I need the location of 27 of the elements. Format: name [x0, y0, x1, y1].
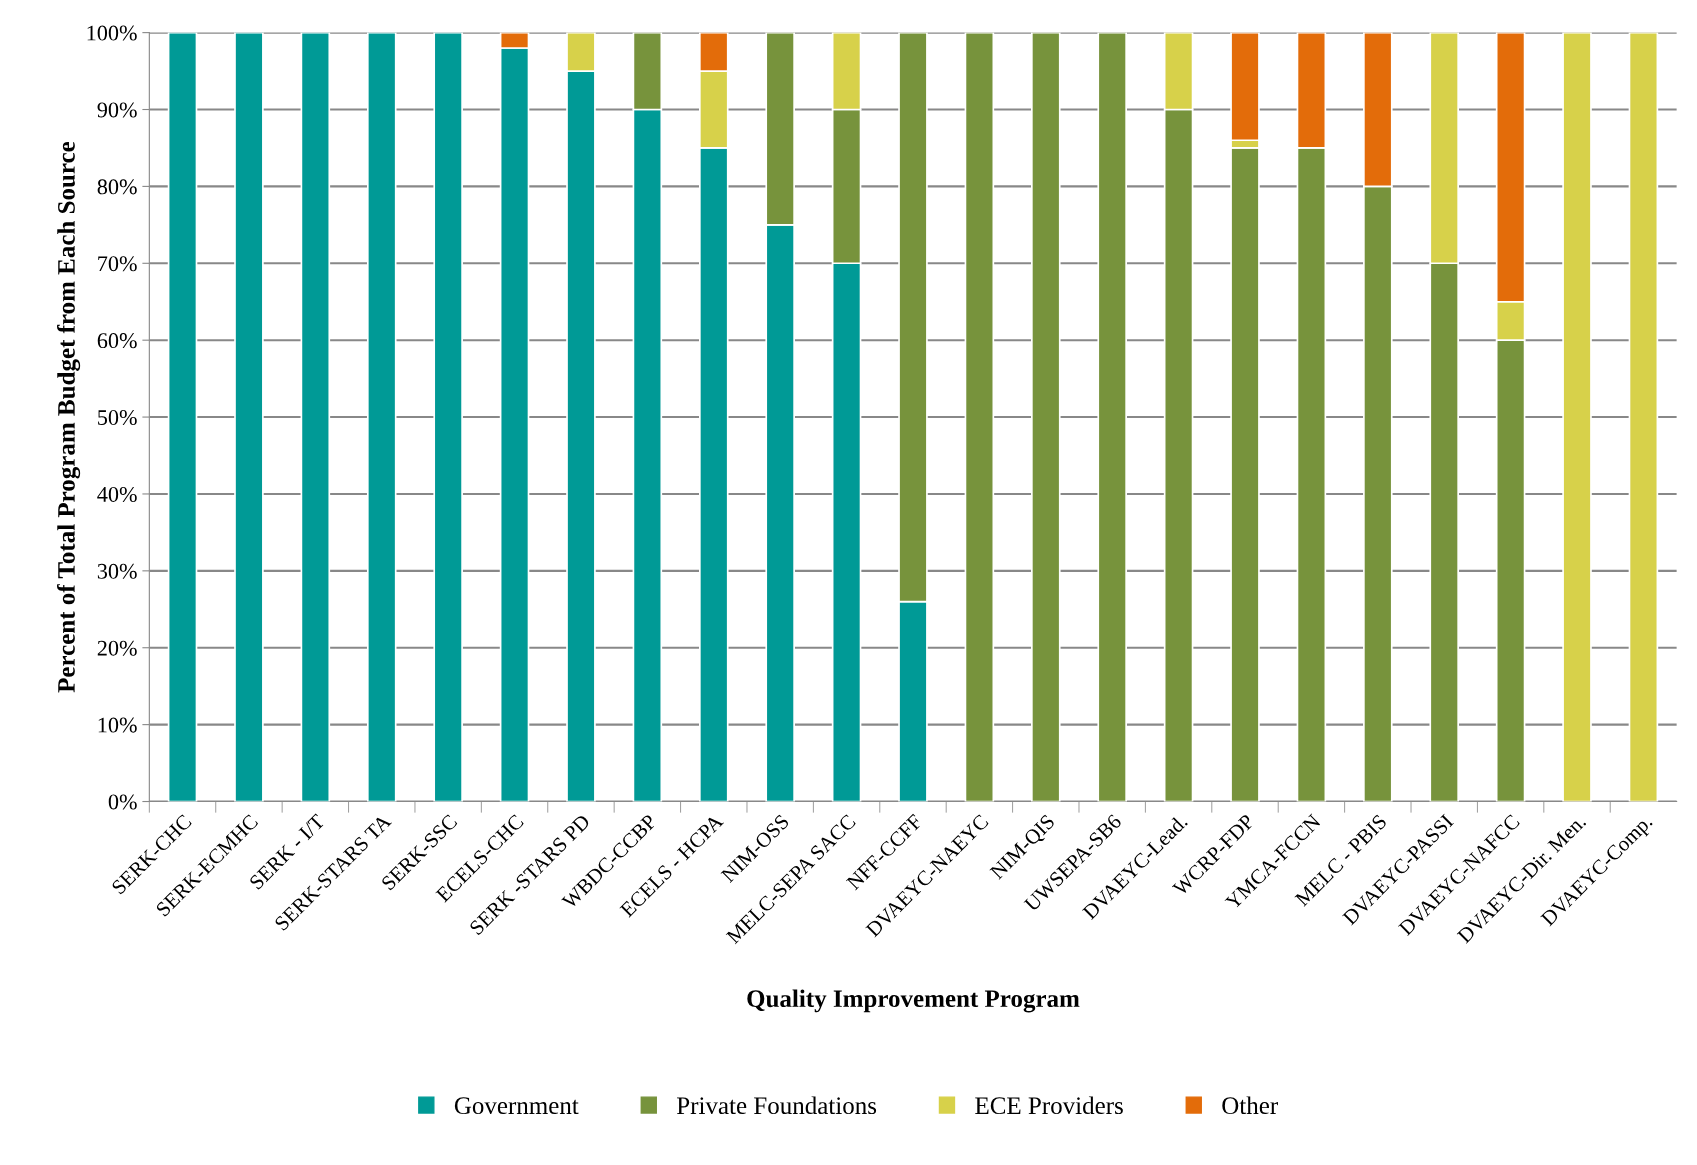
x-axis-title: Quality Improvement Program: [747, 989, 1080, 1013]
legend-label: ECE Providers: [975, 1096, 1123, 1115]
bar: [964, 32, 995, 802]
legend-label: Government: [454, 1097, 579, 1115]
y-tick-label: 70%: [98, 256, 137, 272]
y-tick-label: 10%: [98, 717, 137, 733]
bar: [1031, 32, 1061, 802]
y-tick-label: 90%: [97, 102, 137, 118]
bar: [366, 32, 397, 802]
bar: [234, 32, 264, 802]
legend-label: Other: [1222, 1096, 1278, 1115]
y-tick-label: 50%: [98, 410, 137, 426]
y-tick-label: 40%: [97, 486, 137, 502]
bar: [167, 32, 198, 802]
legend-label: Private Foundations: [677, 1096, 877, 1115]
y-tick-label: 20%: [97, 640, 137, 656]
bar: [1562, 32, 1592, 802]
bar: [433, 32, 463, 802]
y-tick-label: 80%: [97, 179, 137, 195]
y-tick-label: 0%: [108, 794, 137, 810]
y-tick-label: 100%: [87, 25, 137, 41]
y-axis-title: Percent of Total Program Budget from Each Source: [57, 141, 81, 693]
bar: [1097, 32, 1127, 802]
y-tick-label: 60%: [97, 333, 137, 349]
bar: [300, 32, 331, 802]
y-tick-label: 30%: [97, 563, 137, 579]
bar: [1628, 32, 1659, 802]
